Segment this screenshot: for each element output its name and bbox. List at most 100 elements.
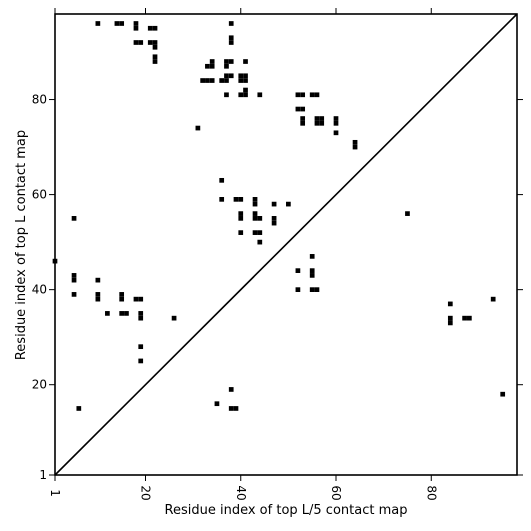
contact-cell bbox=[314, 287, 320, 292]
contact-cell bbox=[105, 311, 110, 316]
x-tick-label: 60 bbox=[329, 485, 343, 500]
contact-cell bbox=[314, 120, 320, 126]
contact-cell bbox=[233, 406, 239, 411]
contact-cell bbox=[200, 78, 205, 83]
y-tick-label: 40 bbox=[32, 283, 47, 297]
contact-cell bbox=[214, 401, 220, 407]
contact-cell bbox=[224, 59, 229, 64]
contact-cell bbox=[352, 144, 358, 150]
contact-cell bbox=[119, 21, 125, 26]
contact-cell bbox=[252, 230, 258, 235]
y-tick-label: 80 bbox=[32, 93, 47, 107]
contact-cell bbox=[138, 358, 144, 364]
contact-cell bbox=[138, 344, 144, 350]
contact-cell bbox=[243, 87, 248, 93]
contact-cell bbox=[405, 211, 410, 216]
contact-cell bbox=[133, 296, 139, 302]
contact-cell bbox=[228, 73, 234, 79]
diagonal-line bbox=[54, 13, 518, 476]
contact-cell bbox=[300, 92, 306, 98]
x-axis-title: Residue index of top L/5 contact map bbox=[165, 503, 408, 518]
x-tick-label: 20 bbox=[138, 485, 152, 500]
contact-cell bbox=[300, 116, 306, 121]
contact-cell bbox=[252, 216, 258, 221]
contact-cell bbox=[243, 59, 248, 64]
contact-cell bbox=[243, 78, 248, 83]
contact-cell bbox=[309, 92, 315, 98]
x-axis-ticks: 1 20 40 60 80 bbox=[48, 8, 438, 501]
contact-cell bbox=[147, 40, 153, 45]
contact-cell bbox=[152, 59, 158, 64]
contact-cell bbox=[76, 406, 82, 411]
contact-cell bbox=[228, 59, 234, 64]
contact-cell bbox=[95, 292, 101, 297]
contact-cell bbox=[224, 92, 229, 98]
contact-cell bbox=[133, 21, 139, 26]
contact-cell bbox=[238, 216, 244, 221]
contact-cell bbox=[138, 296, 144, 302]
contact-cell bbox=[219, 197, 225, 202]
contact-cell bbox=[243, 92, 248, 98]
contact-cell bbox=[119, 311, 125, 316]
contact-cell bbox=[238, 197, 244, 202]
contact-cell bbox=[309, 268, 315, 273]
contact-cell bbox=[195, 125, 201, 131]
contact-cell bbox=[95, 21, 101, 26]
contact-cell bbox=[467, 315, 472, 321]
contact-cell bbox=[257, 239, 263, 245]
contact-cell bbox=[238, 73, 244, 79]
contact-cell bbox=[447, 315, 453, 321]
contact-cell bbox=[333, 120, 339, 126]
contact-cell bbox=[295, 92, 301, 98]
contact-cell bbox=[462, 315, 467, 321]
contact-cell bbox=[257, 216, 263, 221]
contact-cell bbox=[152, 40, 158, 45]
contact-cell bbox=[238, 92, 244, 98]
contact-cell bbox=[309, 254, 315, 259]
contact-cell bbox=[352, 139, 358, 145]
contact-cell bbox=[490, 296, 496, 302]
contact-cell bbox=[300, 120, 306, 126]
contact-cell bbox=[500, 391, 506, 397]
contact-cell bbox=[138, 40, 144, 45]
contact-cell bbox=[319, 120, 325, 126]
contact-cell bbox=[71, 292, 77, 297]
contact-cell bbox=[71, 273, 77, 278]
contact-cell bbox=[252, 211, 258, 216]
contact-cell bbox=[314, 92, 320, 98]
contact-cell bbox=[319, 116, 325, 121]
contact-cell bbox=[295, 287, 301, 292]
contact-cell bbox=[314, 116, 320, 121]
contact-cell bbox=[114, 21, 120, 26]
contact-cell bbox=[286, 201, 291, 207]
contact-cell bbox=[228, 21, 234, 26]
contact-cell bbox=[152, 44, 158, 50]
contact-cell bbox=[271, 220, 277, 226]
contact-cell bbox=[152, 54, 158, 60]
contact-cell bbox=[219, 177, 225, 183]
contact-cell bbox=[300, 106, 306, 112]
contact-cell bbox=[271, 216, 277, 221]
contact-cell bbox=[95, 296, 101, 302]
x-tick-label: 40 bbox=[234, 485, 248, 500]
contact-cell bbox=[219, 78, 225, 83]
contact-cell bbox=[238, 211, 244, 216]
contact-cell bbox=[171, 315, 177, 321]
contact-cell bbox=[243, 73, 248, 79]
contact-cell bbox=[447, 320, 453, 326]
contact-cell bbox=[138, 315, 144, 321]
x-tick-label: 1 bbox=[48, 489, 62, 497]
contact-cell bbox=[257, 92, 263, 98]
contact-cell bbox=[233, 197, 239, 202]
contact-cell bbox=[228, 387, 234, 392]
contact-cell bbox=[333, 116, 339, 121]
contact-cell bbox=[205, 78, 210, 83]
contact-cell bbox=[295, 268, 301, 273]
contact-cell bbox=[333, 130, 339, 136]
contact-cell bbox=[228, 406, 234, 411]
contact-cell bbox=[309, 287, 315, 292]
contact-cell bbox=[119, 292, 125, 297]
contact-cell bbox=[252, 201, 258, 207]
contact-cell bbox=[238, 78, 244, 83]
contact-cell bbox=[252, 197, 258, 202]
